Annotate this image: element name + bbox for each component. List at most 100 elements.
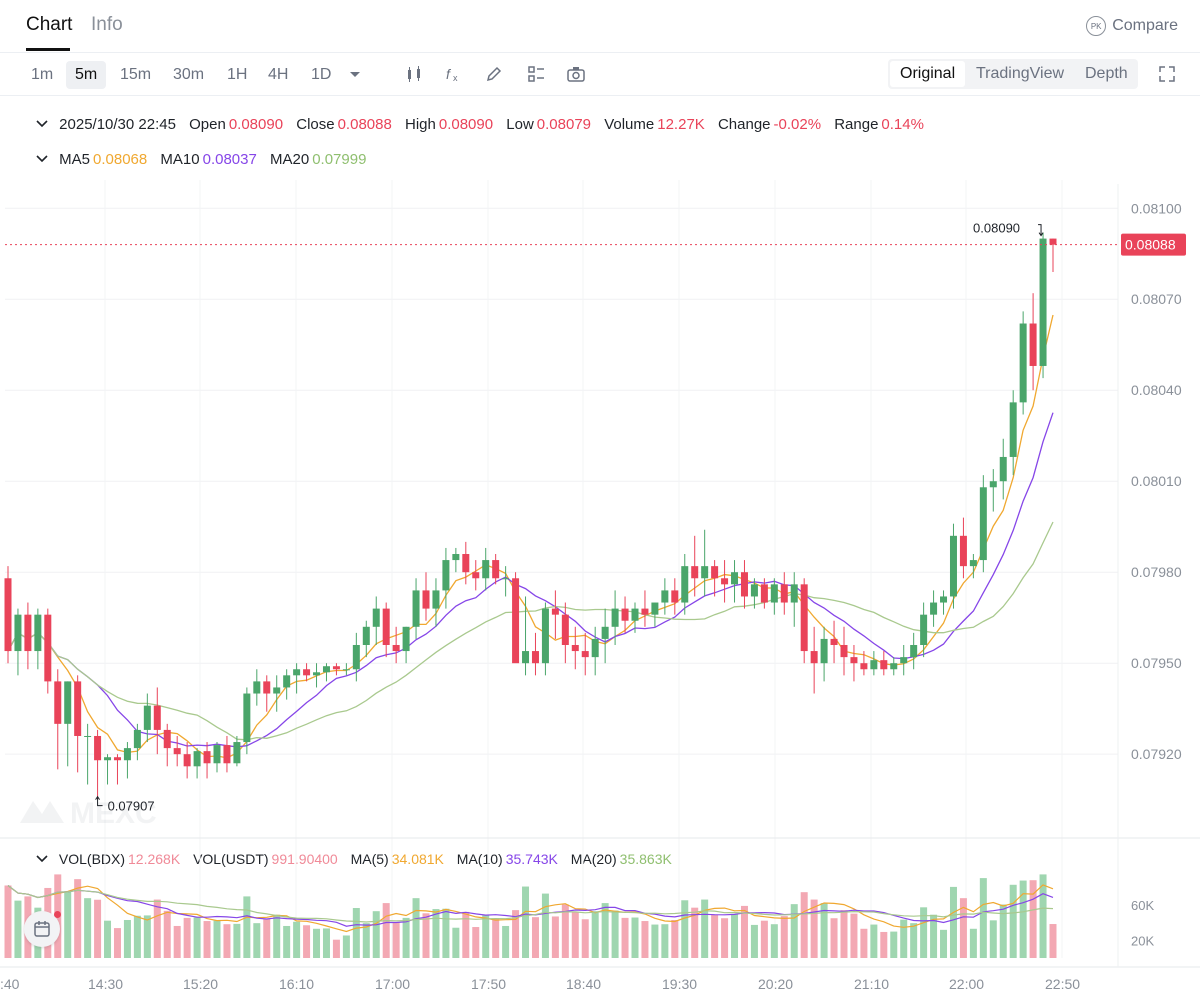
vol-ma5-value: 34.081K [391, 851, 444, 867]
candle-body [860, 663, 868, 670]
candle-body [502, 578, 510, 580]
volume-bar [213, 920, 221, 958]
y-tick-label: 0.07980 [1131, 564, 1182, 580]
interval-1m[interactable]: 1m [31, 66, 54, 83]
candle-body [362, 626, 370, 645]
camera-icon[interactable] [566, 64, 586, 84]
calendar-dot [54, 911, 61, 918]
layout-icon[interactable] [526, 64, 546, 84]
vol-ma20-value: 35.863K [619, 851, 672, 867]
candle-body [711, 566, 719, 579]
view-mode-switch: Original TradingView Depth [888, 59, 1138, 89]
volume-bar [243, 896, 251, 958]
x-tick-label: 16:10 [279, 976, 314, 992]
ohlc-time: 2025/10/30 22:45 [59, 116, 176, 133]
candle-body [830, 638, 838, 645]
candle-body [34, 614, 42, 652]
candle-body [143, 705, 151, 730]
candle-body [760, 584, 768, 603]
ma-collapse-icon[interactable] [36, 151, 52, 168]
candle-body [870, 660, 878, 670]
candle-type-icon[interactable] [404, 64, 424, 84]
svg-text:f: f [446, 66, 452, 82]
volume-bar [641, 921, 649, 958]
candle-body [163, 729, 171, 749]
volume-bar [502, 925, 510, 958]
volume-bar [462, 911, 470, 958]
fullscreen-icon[interactable] [1157, 64, 1177, 84]
interval-30m[interactable]: 30m [173, 66, 205, 83]
volume-bar [223, 924, 231, 958]
volume-bar [601, 903, 609, 958]
volume-bar [681, 900, 689, 958]
volume-bar [880, 931, 888, 958]
volume-bar [183, 917, 191, 958]
interval-5m[interactable]: 5m [66, 61, 107, 89]
candle-body [920, 614, 928, 645]
candle-body [322, 666, 330, 673]
candle-body [1009, 402, 1017, 457]
candle-body [940, 596, 948, 603]
view-depth[interactable]: Depth [1085, 65, 1128, 82]
candle-body [591, 638, 599, 658]
volume-bar [551, 916, 559, 958]
tab-chart[interactable]: Chart [26, 14, 73, 35]
interval-1h[interactable]: 1H [227, 66, 248, 83]
candle-body [273, 687, 281, 694]
tab-info[interactable]: Info [91, 14, 123, 35]
draw-pencil-icon[interactable] [484, 64, 504, 84]
candle-body [253, 681, 261, 694]
volume-bar [531, 917, 539, 958]
view-tradingview[interactable]: TradingView [976, 65, 1065, 82]
candle-body [213, 745, 221, 764]
candle-body [611, 608, 619, 627]
vol-ma20-label: MA(20) [570, 851, 617, 867]
candle-body [661, 590, 669, 603]
volume-bar [870, 924, 878, 958]
candle-body [173, 748, 181, 755]
vol-collapse-icon[interactable] [36, 851, 52, 867]
interval-15m[interactable]: 15m [120, 66, 152, 83]
candle-body [531, 651, 539, 664]
volume-bar [790, 904, 798, 958]
view-original[interactable]: Original [890, 61, 966, 87]
x-tick-label: :40 [0, 976, 20, 992]
volume-bar [591, 911, 599, 958]
volume-bar [940, 929, 948, 958]
legend-collapse-icon[interactable] [36, 116, 52, 133]
volume-bar [830, 918, 838, 958]
volume-bar [104, 920, 112, 958]
candle-body [452, 554, 460, 561]
volume-bar [581, 919, 589, 958]
candle-body [522, 651, 530, 664]
candle-body [691, 566, 699, 579]
interval-dropdown-icon[interactable] [345, 64, 365, 84]
chart-grid [0, 180, 1200, 968]
x-tick-label: 18:40 [566, 976, 601, 992]
candle-body [382, 608, 390, 645]
candle-body [800, 584, 808, 652]
candle-body [780, 584, 788, 603]
open-value: 0.08090 [228, 116, 284, 133]
volume-bar [322, 928, 330, 958]
candle-body [332, 666, 340, 670]
calendar-button[interactable] [24, 911, 60, 947]
volume-bar [671, 919, 679, 958]
candle-body [541, 608, 549, 664]
candle-body [432, 590, 440, 609]
volume-bar [263, 918, 271, 958]
volume-bar [661, 924, 669, 958]
range-label: Range [834, 116, 879, 133]
volume-bar [273, 914, 281, 958]
calendar-icon [34, 921, 50, 937]
x-tick-label: 14:30 [88, 976, 123, 992]
volume-label: Volume [604, 116, 655, 133]
compare-button[interactable]: PK Compare [1086, 16, 1178, 36]
interval-4h[interactable]: 4H [268, 66, 289, 83]
interval-1d[interactable]: 1D [311, 66, 332, 83]
vol-bdx-label: VOL(BDX) [58, 851, 126, 867]
volume-bar [94, 899, 102, 958]
